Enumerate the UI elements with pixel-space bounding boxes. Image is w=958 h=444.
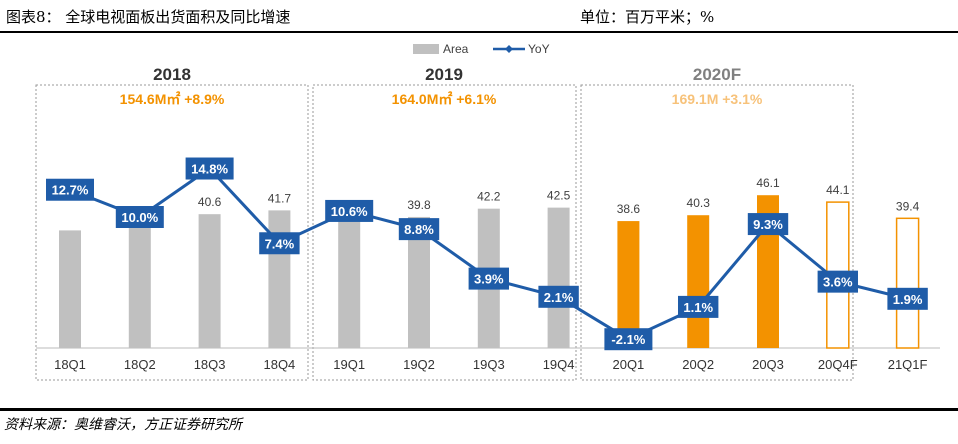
category-tick-label: 18Q4 <box>263 357 295 372</box>
yoy-value-label: 3.6% <box>823 275 853 290</box>
category-tick-label: 20Q2 <box>682 357 714 372</box>
area-bar <box>59 230 81 348</box>
yoy-label-box <box>604 328 653 351</box>
yoy-value-label: 10.6% <box>331 204 368 219</box>
figure-title: 图表8： 全球电视面板出货面积及同比增速 <box>6 8 291 26</box>
yoy-label-box <box>259 232 300 255</box>
source-note: 资料来源：奥维睿沃，方正证券研究所 <box>4 417 242 433</box>
area-value-label: 41.7 <box>268 191 292 205</box>
yoy-value-label: 7.4% <box>265 236 295 251</box>
legend-area-swatch <box>413 44 439 54</box>
yoy-label-box <box>468 267 509 290</box>
area-bar <box>128 227 151 348</box>
yoy-label-box <box>325 199 374 222</box>
group-summary-2018: 154.6M㎡ +8.9% <box>120 91 225 107</box>
area-bar <box>687 215 710 348</box>
category-tick-label: 20Q3 <box>752 357 784 372</box>
area-bar <box>408 216 430 348</box>
area-value-label: 46.1 <box>756 176 780 190</box>
group-year-2019: 2019 <box>425 65 463 84</box>
yoy-label-box <box>887 287 928 310</box>
area-value-label: 44.1 <box>826 183 850 197</box>
category-tick-label: 19Q2 <box>403 357 435 372</box>
group-box-2020 <box>580 84 854 381</box>
category-tick-label: 19Q1 <box>333 357 365 372</box>
bottom-rule <box>0 408 958 411</box>
legend-yoy-marker <box>505 45 513 53</box>
area-value-label: 42.2 <box>477 190 501 204</box>
year-groups: 2018 154.6M㎡ +8.9% 2019 164.0M㎡ +6.1% 20… <box>35 65 854 381</box>
category-labels: 18Q1 18Q2 18Q3 18Q4 19Q1 19Q2 19Q3 19Q4 20Q1 20Q2… <box>54 357 927 372</box>
category-tick-label: 20Q4F <box>818 357 858 372</box>
category-tick-label: 18Q3 <box>194 357 226 372</box>
yoy-value-label: 10.0% <box>121 210 158 225</box>
yoy-value-label: 12.7% <box>52 183 89 198</box>
category-tick-label: 20Q1 <box>612 357 644 372</box>
area-bar <box>547 207 570 348</box>
group-summary-2019: 164.0M㎡ +6.1% <box>392 91 497 107</box>
area-bar <box>338 218 361 348</box>
yoy-value-label: 2.1% <box>544 290 574 305</box>
unit-label: 单位：百万平米；% <box>580 8 715 26</box>
area-bar <box>617 221 640 348</box>
yoy-value-label: 3.9% <box>474 272 504 287</box>
yoy-label-box <box>115 206 164 228</box>
yoy-value-label: 1.9% <box>893 292 923 307</box>
yoy-value-label: 8.8% <box>404 222 434 237</box>
yoy-value-label: 14.8% <box>191 162 228 177</box>
yoy-label-box <box>398 218 440 241</box>
legend: Area YoY <box>413 42 550 56</box>
group-summary-2020: 169.1M +3.1% <box>672 91 763 107</box>
yoy-label-box <box>46 178 94 201</box>
yoy-label-box <box>185 157 234 180</box>
top-rule <box>0 31 958 33</box>
yoy-label-box <box>817 270 858 293</box>
category-tick-label: 19Q3 <box>473 357 505 372</box>
chart-area: Area YoY 2018 154.6M㎡ +8.9% 2019 164.0M㎡… <box>35 42 940 381</box>
area-bar <box>895 217 920 349</box>
legend-yoy-label: YoY <box>528 42 550 56</box>
area-value-label: 39.8 <box>407 198 431 212</box>
area-value-label: 40.3 <box>687 196 711 210</box>
area-value-label: 42.5 <box>547 189 571 203</box>
group-year-2018: 2018 <box>153 65 191 84</box>
area-value-label: 38.6 <box>617 202 641 216</box>
yoy-label-box <box>747 213 789 236</box>
yoy-value-label: -2.1% <box>611 332 645 347</box>
yoy-line-layer: 12.7% 10.0% 14.8% 7.4% 10.6% 8.8% 3.9% 2.1% -2.1… <box>46 157 928 351</box>
area-value-label: 39.4 <box>896 199 920 213</box>
group-year-2020: 2020F <box>693 65 741 84</box>
group-box-2018 <box>35 84 309 381</box>
area-bar <box>198 214 221 348</box>
category-tick-label: 19Q4 <box>543 357 575 372</box>
yoy-label-box <box>678 295 719 318</box>
yoy-value-label: 9.3% <box>753 217 783 232</box>
area-bar <box>268 210 291 348</box>
area-value-label: 40.6 <box>198 195 222 209</box>
figure-header: 图表8： 全球电视面板出货面积及同比增速 单位：百万平米；% <box>0 0 958 32</box>
yoy-label-box <box>538 285 579 308</box>
category-tick-label: 18Q2 <box>124 357 156 372</box>
yoy-value-label: 1.1% <box>683 300 713 315</box>
group-box-2019 <box>312 84 577 381</box>
bars-layer: 36.640.641.739.439.842.242.538.640.346.1… <box>59 176 920 349</box>
legend-area-label: Area <box>443 42 469 56</box>
category-tick-label: 21Q1F <box>888 357 928 372</box>
category-tick-label: 18Q1 <box>54 357 86 372</box>
